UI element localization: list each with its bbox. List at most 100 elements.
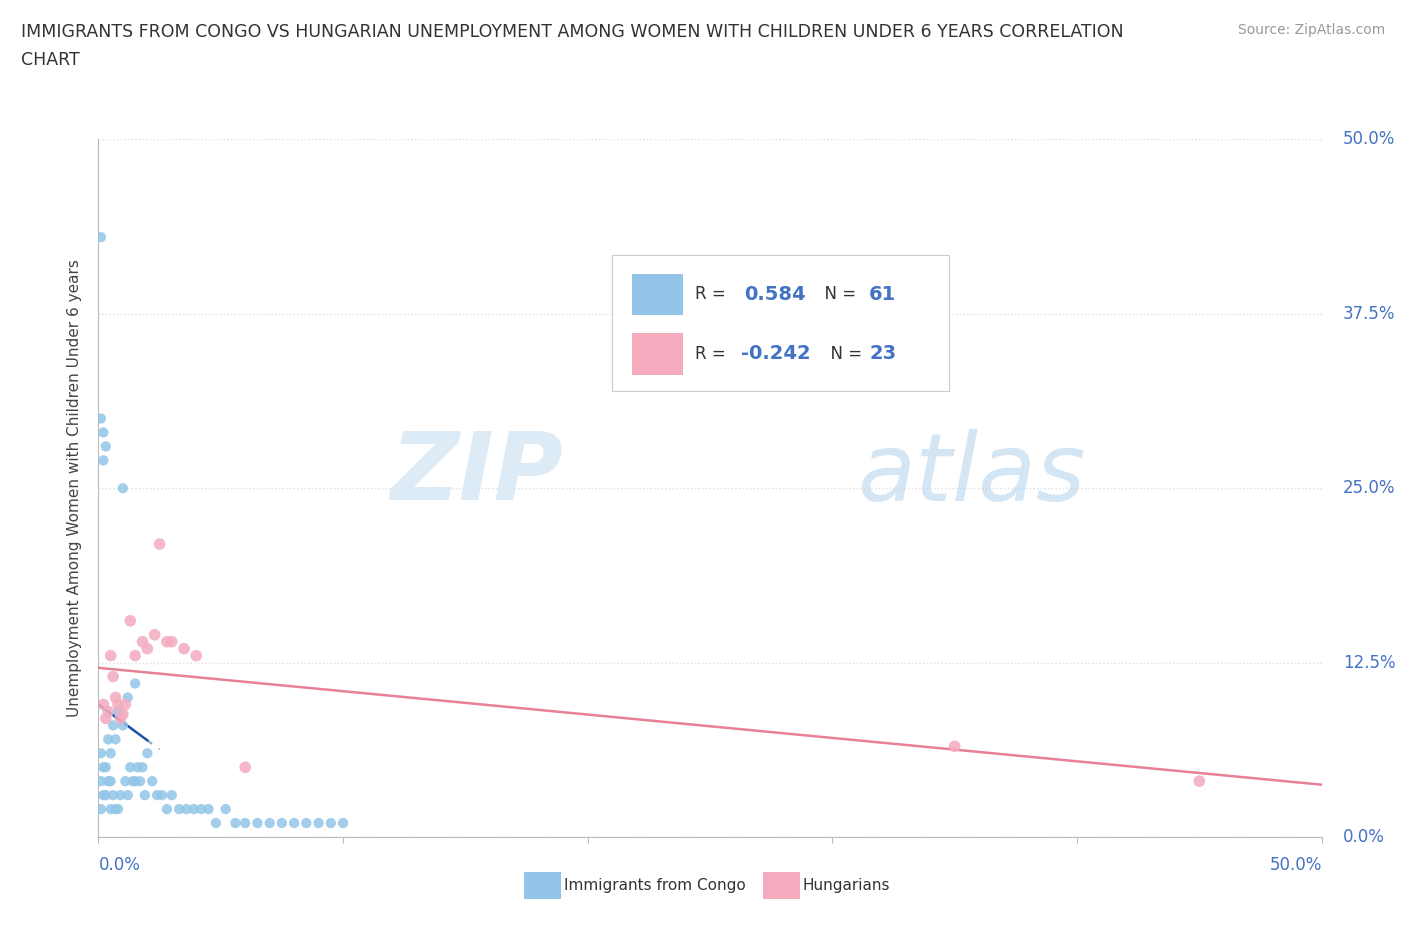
Point (104, 690, 127, 705)
Point (283, 816, 305, 830)
Point (90, 411, 112, 426)
Point (91, 760, 114, 775)
Point (124, 676, 146, 691)
FancyBboxPatch shape (612, 255, 949, 391)
Text: -0.242: -0.242 (741, 344, 810, 363)
Point (94, 711, 117, 725)
Text: 50.0%: 50.0% (1270, 856, 1322, 874)
Point (111, 707, 134, 722)
Text: CHART: CHART (21, 51, 80, 69)
Point (101, 718, 124, 733)
Text: 25.0%: 25.0% (1343, 479, 1395, 498)
Point (110, 788, 132, 803)
Point (205, 816, 228, 830)
Point (129, 774, 152, 789)
Point (121, 774, 143, 789)
Text: 23: 23 (869, 344, 896, 363)
Point (100, 648, 122, 663)
Point (149, 537, 172, 551)
Point (110, 711, 132, 725)
Point (91, 425, 114, 440)
Point (91, 788, 114, 803)
Point (246, 816, 269, 830)
Point (131, 760, 153, 775)
Point (120, 614, 142, 629)
Text: R =: R = (696, 345, 731, 363)
Point (97, 774, 120, 789)
Point (143, 628, 166, 643)
Point (156, 802, 179, 817)
Text: atlas: atlas (856, 429, 1085, 520)
Point (114, 774, 136, 789)
Point (101, 788, 124, 803)
Text: IMMIGRANTS FROM CONGO VS HUNGARIAN UNEMPLOYMENT AMONG WOMEN WITH CHILDREN UNDER : IMMIGRANTS FROM CONGO VS HUNGARIAN UNEMP… (21, 23, 1123, 41)
Point (332, 816, 354, 830)
Point (176, 802, 198, 817)
Point (259, 816, 281, 830)
Point (186, 648, 208, 663)
Point (124, 648, 146, 663)
Point (114, 698, 136, 712)
Point (136, 642, 159, 657)
Text: 0.0%: 0.0% (98, 856, 141, 874)
Text: Hungarians: Hungarians (803, 878, 890, 893)
Point (91, 453, 114, 468)
Point (146, 788, 169, 803)
Point (100, 746, 122, 761)
Point (197, 802, 219, 817)
FancyBboxPatch shape (631, 274, 683, 315)
Text: 37.5%: 37.5% (1343, 305, 1395, 323)
Point (117, 788, 139, 803)
Point (94, 439, 117, 454)
Point (943, 738, 966, 753)
Point (117, 690, 139, 705)
Point (90, 774, 112, 789)
Point (97, 704, 120, 719)
Point (91, 698, 114, 712)
Text: Source: ZipAtlas.com: Source: ZipAtlas.com (1237, 23, 1385, 37)
Point (1188, 774, 1211, 789)
Point (134, 788, 156, 803)
Point (100, 774, 122, 789)
Point (90, 230, 112, 245)
Point (90, 802, 112, 817)
Point (111, 718, 134, 733)
FancyBboxPatch shape (631, 333, 683, 375)
Point (160, 788, 183, 803)
Point (90, 746, 112, 761)
Point (136, 746, 159, 761)
Point (111, 481, 134, 496)
Point (124, 774, 146, 789)
Point (308, 816, 330, 830)
Point (120, 760, 142, 775)
Point (127, 760, 149, 775)
Point (97, 732, 120, 747)
Point (173, 642, 195, 657)
Point (94, 788, 117, 803)
Point (141, 774, 163, 789)
Point (233, 760, 256, 775)
Point (94, 760, 117, 775)
Text: 50.0%: 50.0% (1343, 130, 1395, 149)
Point (160, 634, 183, 649)
Text: 0.584: 0.584 (744, 285, 806, 304)
Text: ZIP: ZIP (391, 429, 564, 520)
Point (131, 634, 153, 649)
Point (190, 802, 212, 817)
Point (167, 802, 190, 817)
Y-axis label: Unemployment Among Women with Children Under 6 years: Unemployment Among Women with Children U… (67, 259, 83, 717)
Point (104, 732, 127, 747)
Text: R =: R = (696, 286, 731, 303)
Point (319, 816, 342, 830)
Point (156, 634, 179, 649)
Point (233, 816, 256, 830)
Point (107, 698, 129, 712)
Point (104, 802, 127, 817)
Point (107, 802, 129, 817)
Point (270, 816, 294, 830)
Point (107, 704, 129, 719)
Point (214, 802, 236, 817)
Text: 0.0%: 0.0% (1343, 828, 1385, 846)
Point (100, 802, 122, 817)
Text: 12.5%: 12.5% (1343, 654, 1395, 671)
